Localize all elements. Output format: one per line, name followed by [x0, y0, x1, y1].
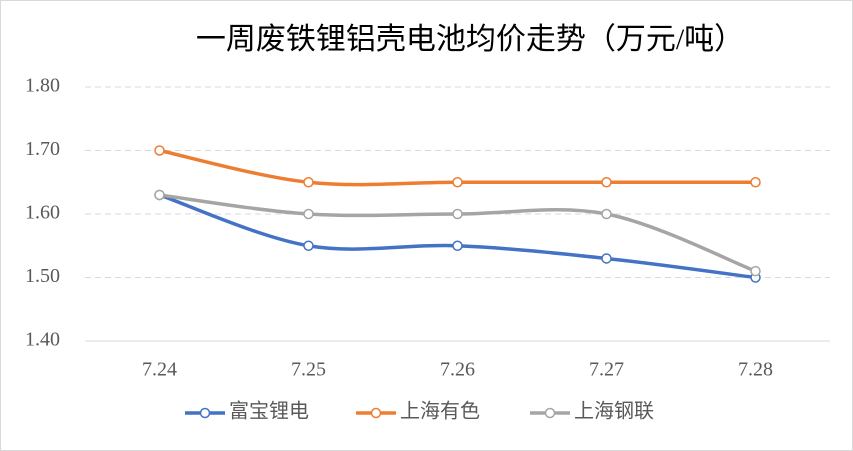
- y-tick-label: 1.80: [25, 75, 60, 97]
- legend-label: 上海钢联: [574, 400, 654, 423]
- y-tick-label: 1.40: [25, 329, 60, 351]
- data-point: [452, 208, 463, 220]
- y-tick-label: 1.50: [25, 265, 60, 287]
- data-point: [601, 208, 612, 220]
- legend-marker: [199, 407, 211, 419]
- y-tick-label: 1.70: [25, 138, 60, 160]
- legend-marker: [544, 407, 556, 419]
- x-tick-label: 7.27: [589, 359, 624, 381]
- data-point: [750, 265, 761, 277]
- data-point: [303, 240, 314, 251]
- data-point: [154, 189, 165, 201]
- data-point: [452, 240, 463, 251]
- legend-marker: [370, 407, 382, 419]
- data-point: [154, 145, 165, 156]
- x-tick-label: 7.25: [291, 359, 326, 381]
- legend-label: 上海有色: [400, 400, 480, 423]
- y-tick-label: 1.60: [25, 202, 60, 224]
- data-point: [750, 177, 761, 188]
- data-point: [601, 253, 612, 264]
- data-point: [303, 177, 314, 188]
- x-tick-label: 7.28: [738, 359, 773, 381]
- data-point: [303, 208, 314, 220]
- chart-title: 一周废铁锂铝壳电池均价走势（万元/吨）: [196, 23, 744, 56]
- data-point: [452, 177, 463, 188]
- x-tick-label: 7.24: [142, 359, 177, 381]
- legend-label: 富宝锂电: [229, 400, 309, 423]
- x-tick-label: 7.26: [440, 359, 475, 381]
- data-point: [601, 177, 612, 188]
